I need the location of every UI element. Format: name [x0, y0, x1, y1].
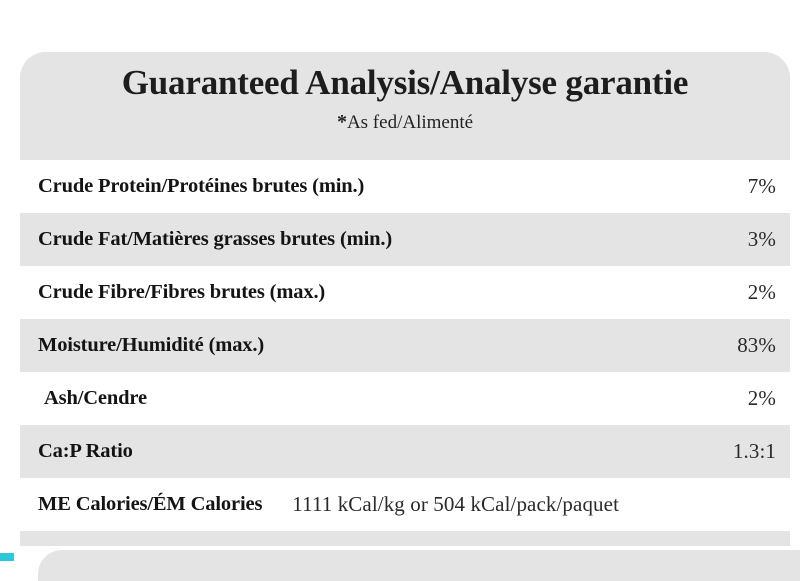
row-value: 7%	[747, 174, 776, 198]
row-value: 83%	[737, 333, 776, 357]
table-row: Crude Fibre/Fibres brutes (max.) 2%	[20, 266, 790, 319]
table-row: Crude Protein/Protéines brutes (min.) 7%	[20, 160, 790, 213]
row-label: Moisture/Humidité (max.)	[38, 334, 265, 356]
guaranteed-analysis-panel: Guaranteed Analysis/Analyse garantie *As…	[20, 52, 790, 546]
table-row: Ash/Cendre 2%	[20, 372, 790, 425]
table-row: Moisture/Humidité (max.) 83%	[20, 319, 790, 372]
asterisk-marker: *	[336, 111, 347, 134]
nutrition-rows: Crude Protein/Protéines brutes (min.) 7% C…	[20, 160, 790, 531]
row-value: 3%	[747, 227, 776, 251]
panel-subtitle: *As fed/Alimenté	[20, 112, 790, 132]
table-row: Crude Fat/Matières grasses brutes (min.)…	[20, 213, 790, 266]
table-row: ME Calories/ÉM Calories 1111 kCal/kg or 5…	[20, 478, 790, 531]
row-label: Crude Fibre/Fibres brutes (max.)	[38, 281, 326, 303]
panel-header: Guaranteed Analysis/Analyse garantie *As…	[20, 52, 790, 160]
row-label: Ash/Cendre	[44, 387, 147, 409]
row-value: 2%	[747, 386, 776, 410]
panel-subtitle-text: As fed/Alimenté	[346, 112, 474, 134]
panel-bottom-stub	[38, 550, 800, 581]
table-row: Ca:P Ratio 1.3:1	[20, 425, 790, 478]
row-label: ME Calories/ÉM Calories	[38, 493, 263, 515]
row-label: Crude Fat/Matières grasses brutes (min.)	[38, 228, 393, 250]
row-value: 1111 kCal/kg or 504 kCal/pack/paquet	[292, 492, 619, 516]
row-value: 1.3:1	[732, 439, 776, 463]
page-title: Guaranteed Analysis/Analyse garantie	[121, 63, 689, 102]
row-label: Ca:P Ratio	[38, 440, 133, 462]
cyan-accent-bar	[0, 553, 14, 561]
row-value: 2%	[747, 280, 776, 304]
row-label: Crude Protein/Protéines brutes (min.)	[38, 175, 365, 197]
